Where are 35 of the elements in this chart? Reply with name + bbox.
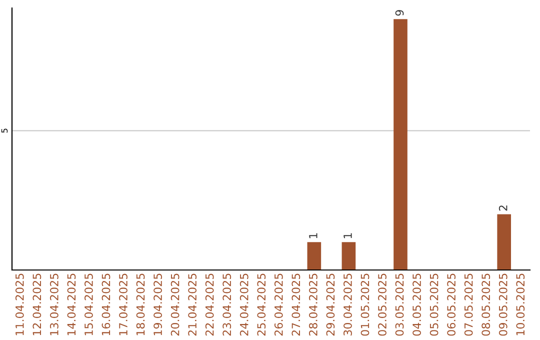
- x-tick-label: 20.04.2025: [170, 274, 180, 336]
- x-tick-label: 05.05.2025: [430, 274, 438, 336]
- x-tick-label: 29.04.2025: [326, 274, 335, 336]
- data-label: 1: [309, 233, 318, 238]
- x-tick-label: 09.05.2025: [498, 274, 508, 336]
- x-tick-label: 17.04.2025: [119, 274, 128, 336]
- x-tick-label: 12.04.2025: [32, 274, 42, 336]
- x-tick-label: 13.04.2025: [50, 274, 58, 336]
- data-label: 2: [498, 206, 508, 211]
- data-label: 1: [344, 233, 352, 238]
- x-tick-label: 06.05.2025: [447, 274, 456, 336]
- x-tick-label: 11.04.2025: [15, 274, 24, 336]
- x-tick-label: 22.04.2025: [205, 274, 214, 336]
- x-tick-label: 25.04.2025: [257, 274, 266, 336]
- x-tick-label: 02.05.2025: [378, 274, 386, 336]
- x-tick-label: 01.05.2025: [360, 274, 370, 336]
- x-tick-label: 15.04.2025: [84, 274, 93, 336]
- x-tick-label: 18.04.2025: [136, 274, 145, 336]
- x-tick-label: 21.04.2025: [188, 274, 197, 336]
- x-tick-label: 16.04.2025: [102, 274, 110, 336]
- x-tick-label: 27.04.2025: [292, 274, 300, 336]
- x-tick-label: 03.05.2025: [395, 274, 404, 336]
- x-tick-label: 23.04.2025: [222, 274, 232, 336]
- x-tick-label: 24.04.2025: [240, 274, 248, 336]
- x-tick-label: 08.05.2025: [482, 274, 490, 336]
- x-tick-label: 26.04.2025: [274, 274, 283, 336]
- y-tick-label: 5: [1, 128, 8, 133]
- x-tick-label: 19.04.2025: [154, 274, 162, 336]
- data-label: 9: [395, 10, 404, 16]
- x-tick-label: 07.05.2025: [464, 274, 473, 336]
- x-tick-label: 14.04.2025: [67, 274, 76, 336]
- x-tick-label: 10.05.2025: [516, 274, 525, 336]
- x-tick-label: 30.04.2025: [344, 274, 352, 336]
- x-tick-label: 04.05.2025: [412, 274, 421, 336]
- x-tick-label: 28.04.2025: [308, 274, 318, 336]
